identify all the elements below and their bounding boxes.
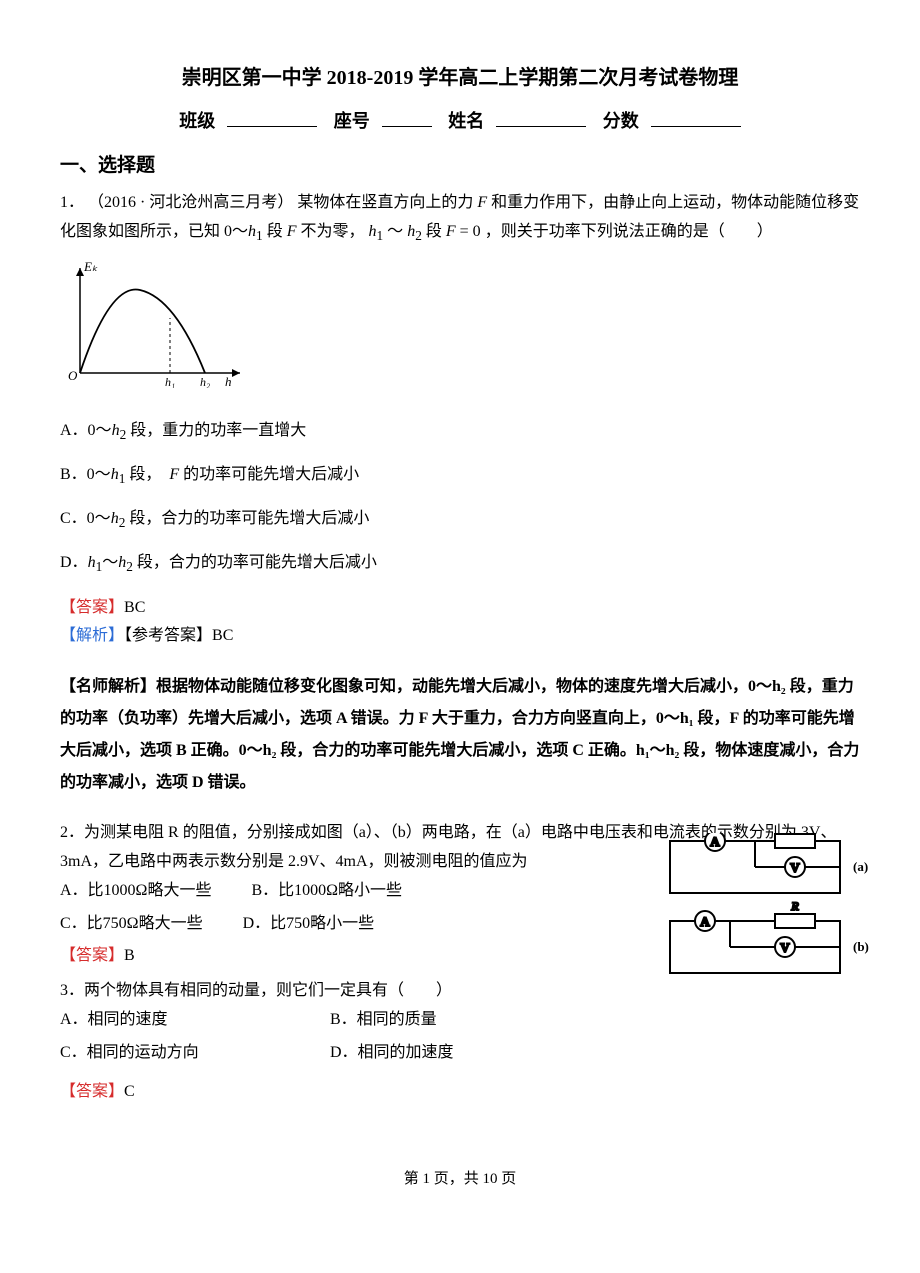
- exam-title: 崇明区第一中学 2018-2019 学年高二上学期第二次月考试卷物理: [60, 60, 860, 96]
- q1-sub1: 1: [256, 228, 263, 243]
- name-label: 姓名: [448, 111, 484, 131]
- svg-text:h₂: h₂: [200, 375, 210, 388]
- q1-source: （2016 · 河北沧州高三月考）: [88, 194, 293, 211]
- score-blank[interactable]: [651, 104, 741, 127]
- q1-body-a: 某物体在竖直方向上的力: [297, 194, 477, 211]
- svg-text:(a): (a): [853, 859, 868, 874]
- exam-header: 班级 座号 姓名 分数: [60, 104, 860, 137]
- seat-blank[interactable]: [382, 104, 432, 127]
- q1-F: F: [477, 194, 487, 211]
- answer-label: 【答案】: [60, 1083, 124, 1100]
- seat-label: 座号: [334, 111, 370, 131]
- q1-option-b: B．0～h1 段， F 的功率可能先增大后减小: [60, 461, 860, 491]
- answer-value: B: [124, 947, 135, 964]
- class-blank[interactable]: [227, 104, 317, 127]
- analysis-label: 【解析】: [60, 627, 124, 644]
- svg-text:R: R: [790, 899, 799, 913]
- q1-answer: 【答案】BC: [60, 594, 860, 623]
- q3-body: 两个物体具有相同的动量，则它们一定具有（ ）: [84, 982, 452, 999]
- q2-option-a: A．比1000Ω略大一些: [60, 877, 211, 906]
- score-label: 分数: [603, 111, 639, 131]
- q3-number: 3．: [60, 982, 84, 999]
- svg-text:h: h: [225, 374, 232, 388]
- q1-F3: F: [446, 223, 456, 240]
- page-footer: 第 1 页，共 10 页: [60, 1166, 860, 1193]
- svg-text:h₁: h₁: [165, 375, 175, 388]
- answer-label: 【答案】: [60, 599, 124, 616]
- q1-sub2: 2: [415, 228, 422, 243]
- q1-option-a: A．0～h2 段，重力的功率一直增大: [60, 417, 860, 447]
- q1-h1b: h: [369, 223, 377, 240]
- question-1: 1． （2016 · 河北沧州高三月考） 某物体在竖直方向上的力 F 和重力作用…: [60, 189, 860, 248]
- q3-option-d: D．相同的加速度: [330, 1039, 600, 1068]
- name-blank[interactable]: [496, 104, 586, 127]
- q2-option-c: C．比750Ω略大一些: [60, 910, 203, 939]
- q1-h2: h: [407, 223, 415, 240]
- q1-sub1b: 1: [377, 228, 384, 243]
- svg-text:(b): (b): [853, 939, 869, 954]
- svg-text:Eₖ: Eₖ: [83, 259, 98, 274]
- q1-option-c: C．0～h2 段，合力的功率可能先增大后减小: [60, 505, 860, 535]
- q1-body-d: 不为零，: [300, 223, 364, 240]
- q1-analysis: 【解析】【参考答案】BC: [60, 622, 860, 651]
- q2-number: 2．: [60, 824, 84, 841]
- kinetic-energy-graph: O Eₖ h₁ h₂ h: [60, 258, 250, 388]
- answer-value: BC: [124, 599, 145, 616]
- svg-text:A: A: [700, 914, 710, 929]
- q1-option-d: D．h1～h2 段，合力的功率可能先增大后减小: [60, 549, 860, 579]
- q1-F2: F: [287, 223, 297, 240]
- q1-chart: O Eₖ h₁ h₂ h: [60, 258, 860, 399]
- svg-text:V: V: [780, 940, 790, 955]
- q2-circuit-diagram: A R V (a) A R V (b): [660, 833, 870, 999]
- q1-body-c: 段: [267, 223, 287, 240]
- q1-h1: h: [248, 223, 256, 240]
- analysis-ref: 【参考答案】BC: [124, 627, 233, 644]
- section-1-title: 一、选择题: [60, 149, 860, 183]
- teacher-text: 根据物体动能随位移变化图象可知，动能先增大后减小，物体的速度先增大后减小，0～h…: [60, 678, 859, 791]
- q1-body-f: 段: [426, 223, 446, 240]
- q1-eq: = 0: [456, 223, 481, 240]
- q2-option-d: D．比750略小一些: [243, 910, 375, 939]
- q3-option-b: B．相同的质量: [330, 1006, 600, 1035]
- q1-number: 1．: [60, 194, 84, 211]
- svg-text:O: O: [68, 368, 78, 383]
- q1-teacher-analysis: 【名师解析】根据物体动能随位移变化图象可知，动能先增大后减小，物体的速度先增大后…: [60, 671, 860, 799]
- q3-option-c: C．相同的运动方向: [60, 1039, 330, 1068]
- class-label: 班级: [179, 111, 215, 131]
- q1-body-e: ～: [387, 223, 403, 240]
- q2-option-b: B．比1000Ω略小一些: [251, 877, 402, 906]
- teacher-label: 【名师解析】: [60, 678, 156, 695]
- answer-label: 【答案】: [60, 947, 124, 964]
- svg-text:A: A: [710, 834, 720, 849]
- q1-body-g: ，则关于功率下列说法正确的是（ ）: [485, 223, 773, 240]
- question-2: 2．为测某电阻 R 的阻值，分别接成如图（a）、（b）两电路，在（a）电路中电压…: [60, 819, 860, 971]
- q3-answer: 【答案】C: [60, 1078, 860, 1107]
- svg-text:V: V: [790, 860, 800, 875]
- q3-option-a: A．相同的速度: [60, 1006, 330, 1035]
- answer-value: C: [124, 1083, 135, 1100]
